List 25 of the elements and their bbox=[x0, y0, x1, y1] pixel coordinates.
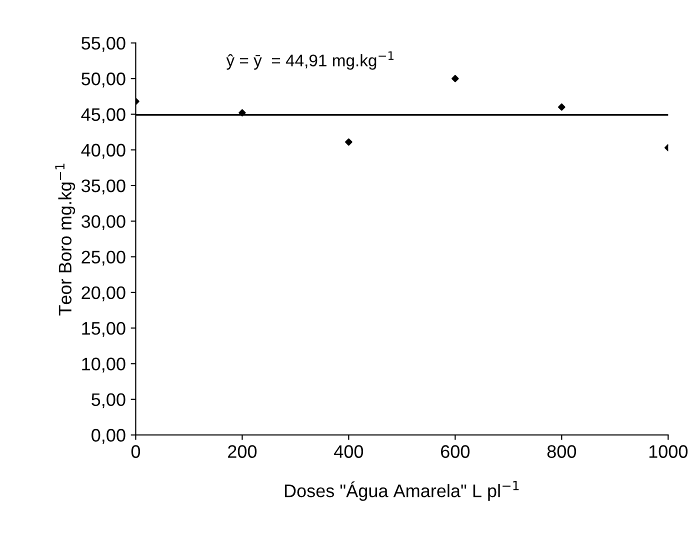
x-tick-label: 0 bbox=[131, 445, 140, 458]
y-tick-label: 0,00 bbox=[92, 428, 126, 444]
y-tick-label: 5,00 bbox=[92, 393, 126, 408]
x-tick-label: 200 bbox=[228, 445, 257, 458]
x-axis-title: Doses "Água Amarela" L pl$^{−1}$ bbox=[284, 480, 519, 501]
x-tick-label: 800 bbox=[547, 445, 576, 458]
y-tick-label: 25,00 bbox=[82, 250, 126, 266]
y-tick-label: 55,00 bbox=[82, 36, 126, 52]
y-tick-label: 30,00 bbox=[82, 215, 126, 230]
y-tick-label: 15,00 bbox=[82, 322, 126, 337]
point bbox=[452, 74, 459, 82]
x-tick-label: 400 bbox=[334, 445, 364, 458]
point bbox=[558, 103, 566, 111]
y-tick-label: 40,00 bbox=[81, 144, 126, 159]
y-tick-label: 45,00 bbox=[81, 108, 126, 124]
y-tick-label: 35,00 bbox=[82, 179, 126, 194]
x-tick-label: 600 bbox=[441, 445, 470, 458]
y-tick-label: 10,00 bbox=[82, 358, 126, 373]
y-axis-title: Teor Boro mg.kg$^{−1}$ bbox=[55, 164, 76, 316]
point bbox=[238, 109, 246, 116]
x-tick-label: 1000 bbox=[649, 445, 688, 458]
annotation: ŷ = ȳ = 44,91 mg.kg$^{−1}$ bbox=[226, 51, 394, 70]
y-tick-label: 20,00 bbox=[82, 286, 126, 302]
point bbox=[345, 138, 352, 146]
y-tick-label: 50,00 bbox=[82, 72, 126, 88]
